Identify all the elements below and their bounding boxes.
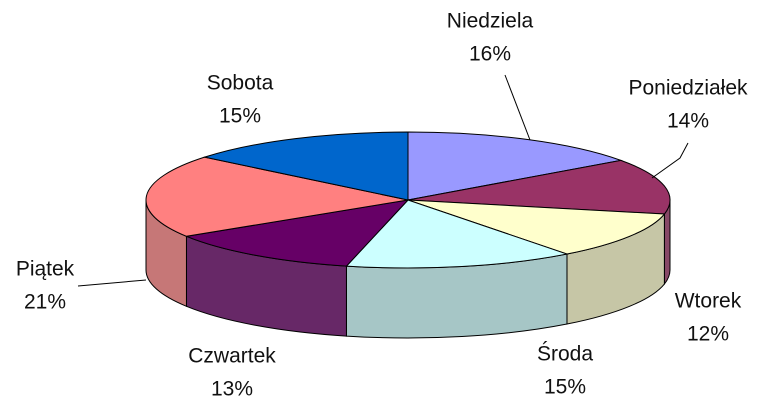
labels: Niedziela 16% Poniedziałek 14% Wtorek 12% Środ…: [16, 10, 748, 401]
slice-value-label: 21%: [24, 291, 66, 314]
slice-value-label: 15%: [544, 376, 586, 399]
slice-value-label: 16%: [469, 43, 511, 66]
slice-value-label: 14%: [667, 110, 709, 133]
pie-tops: [145, 131, 671, 269]
slice: [345, 199, 569, 269]
slice: [407, 199, 666, 255]
leader-line: [77, 279, 147, 287]
slice: [145, 156, 409, 237]
pie-sides: [145, 199, 671, 339]
slice-value-label: 15%: [219, 105, 261, 128]
slice: [202, 131, 409, 201]
slice-label: Środa: [537, 342, 593, 366]
slice-label: Piątek: [16, 258, 75, 281]
slice: [184, 199, 410, 267]
slice-label: Sobota: [207, 72, 274, 95]
slice: [407, 159, 671, 215]
leader-line: [504, 74, 531, 141]
slice-label: Poniedziałek: [628, 77, 748, 100]
slice-label: Wtorek: [675, 290, 742, 313]
slice-value-label: 12%: [687, 323, 729, 346]
slice-label: Niedziela: [447, 10, 534, 33]
leader-line: [651, 142, 689, 179]
slice: [407, 131, 623, 201]
slice-value-label: 13%: [211, 378, 253, 401]
slice-label: Czwartek: [188, 345, 276, 368]
